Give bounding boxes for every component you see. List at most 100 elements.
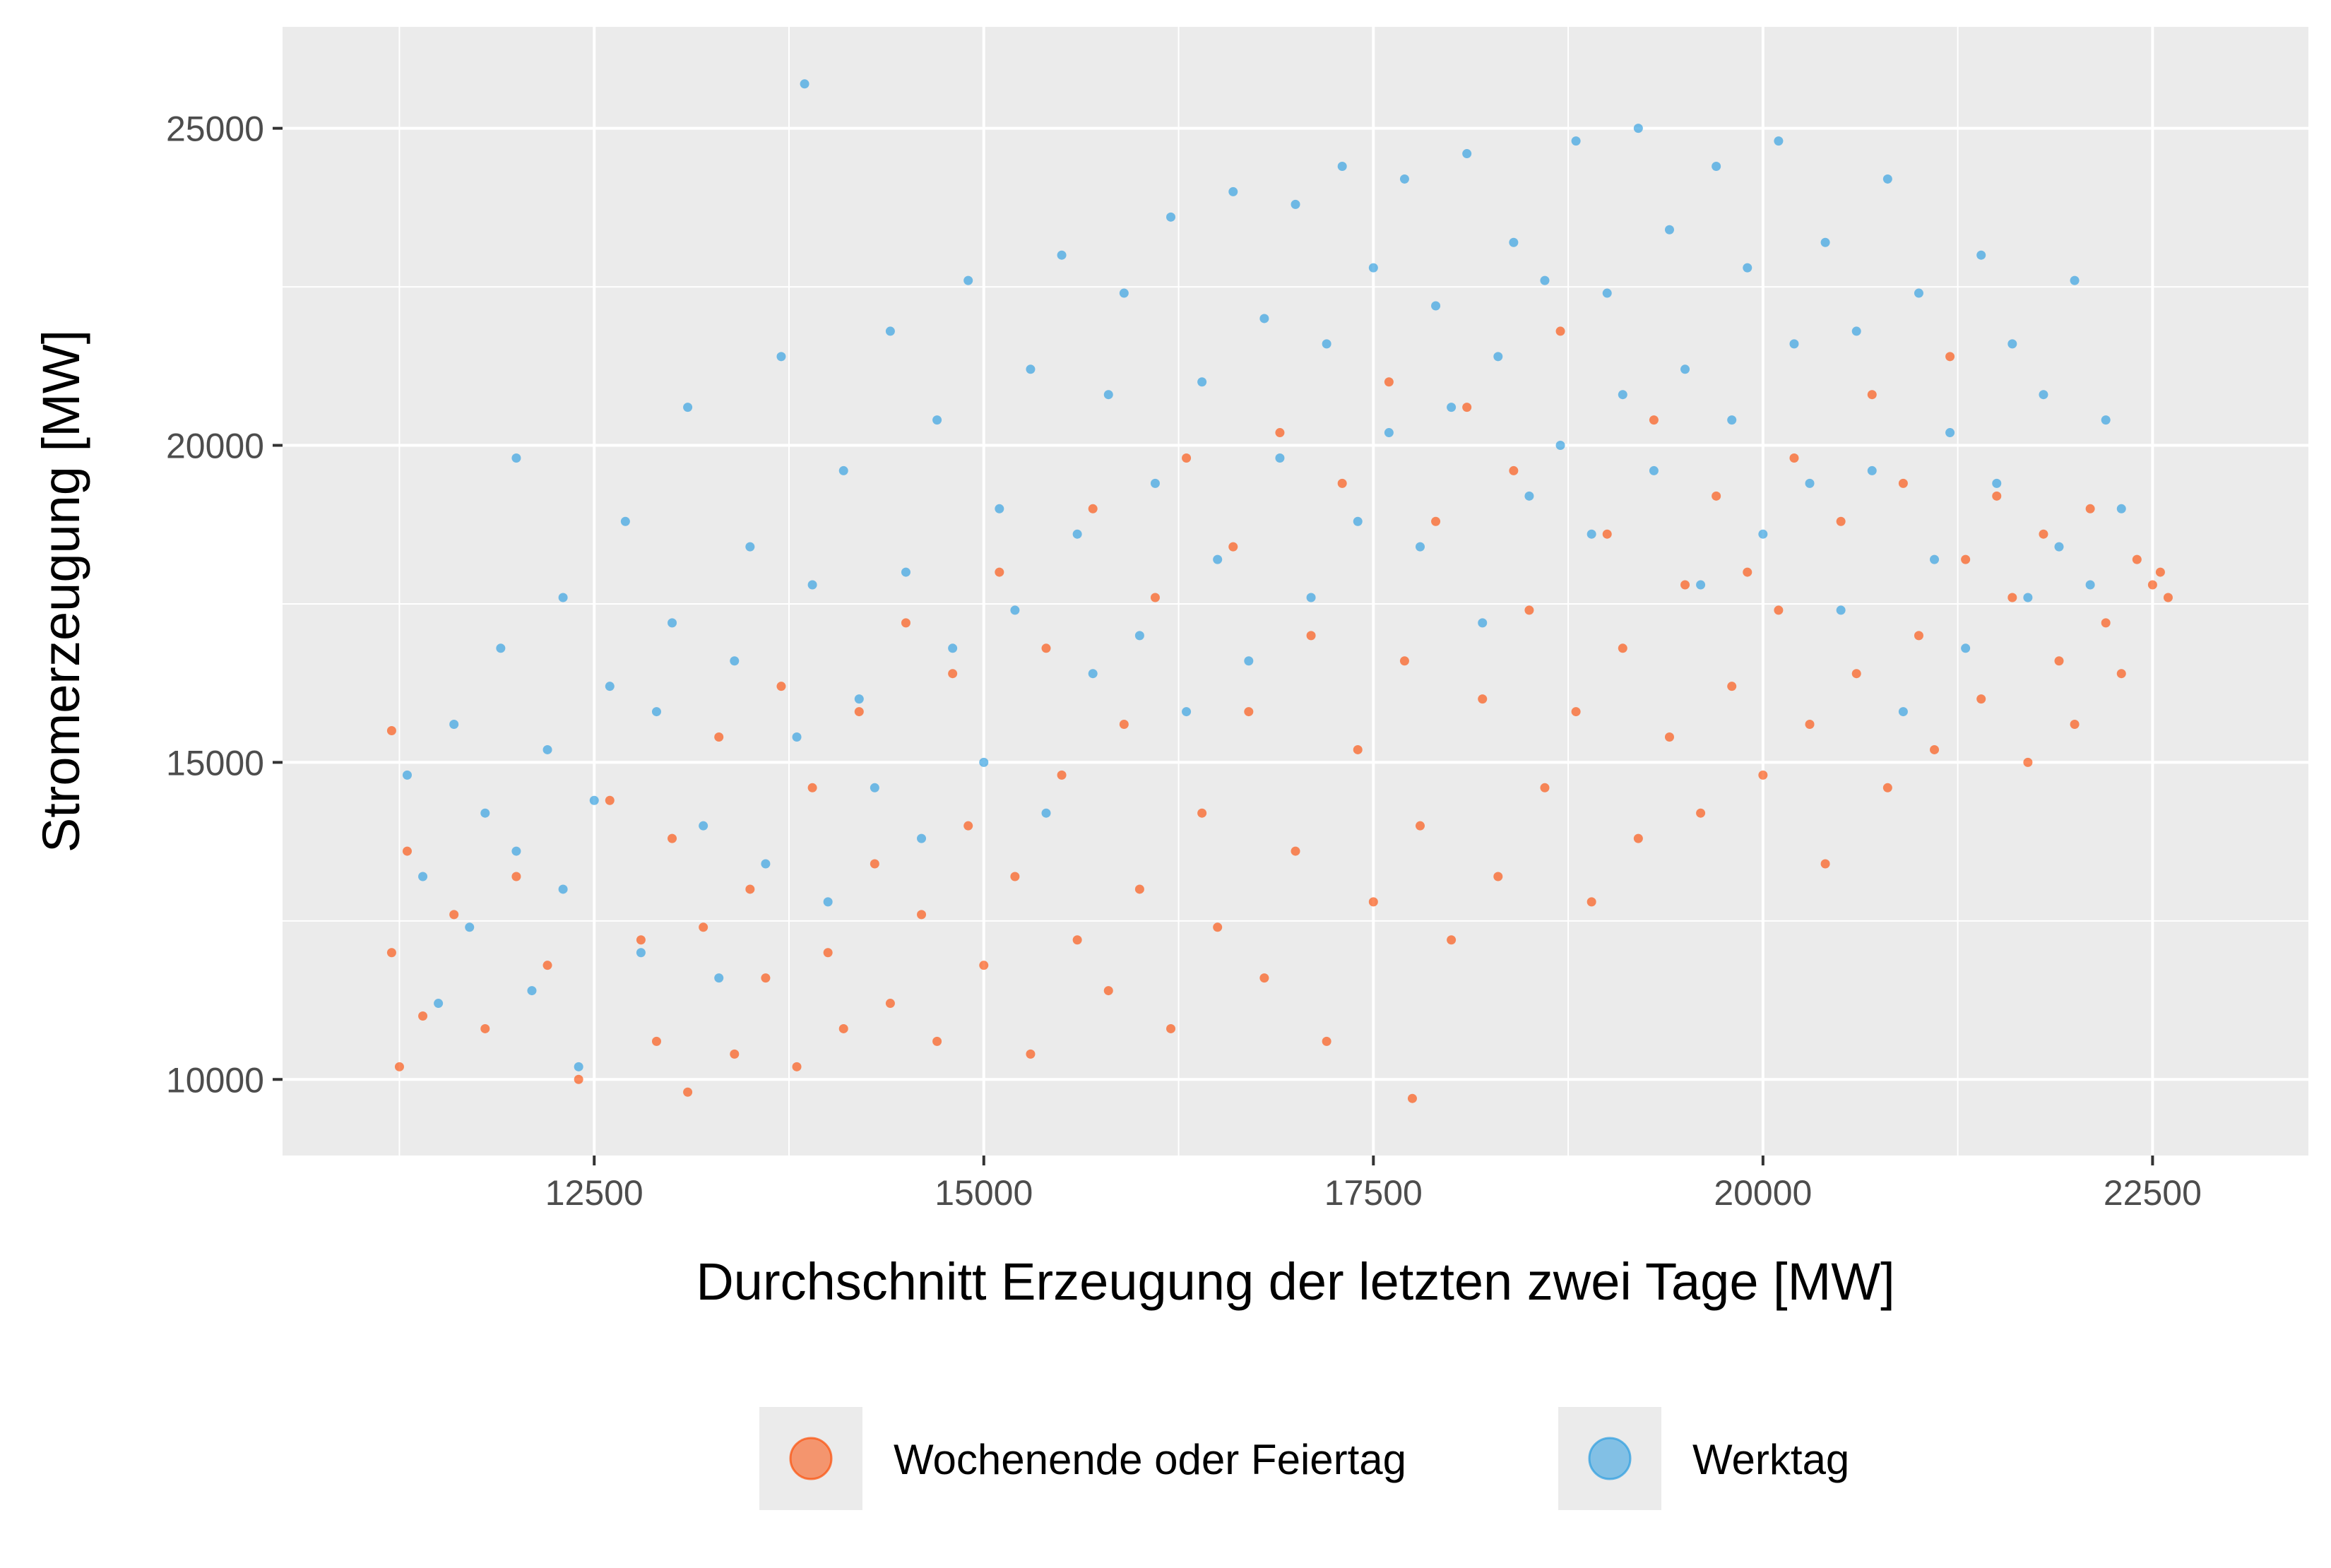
data-point-wochenende [979, 961, 989, 970]
data-point-wochenende [1244, 707, 1254, 717]
data-point-werktag [1805, 478, 1815, 488]
data-point-wochenende [1213, 922, 1223, 932]
data-point-werktag [1166, 212, 1176, 222]
data-point-wochenende [1743, 567, 1752, 577]
data-point-wochenende [651, 1036, 661, 1046]
data-point-werktag [620, 516, 630, 526]
minor-gridlines [283, 27, 2308, 1156]
data-point-werktag [527, 986, 537, 996]
data-point-wochenende [730, 1049, 740, 1059]
data-point-werktag [1664, 225, 1674, 234]
data-point-werktag [901, 567, 911, 577]
data-point-werktag [761, 859, 771, 869]
data-point-werktag [1914, 288, 1923, 298]
y-axis-title: Stromerzeugung [MW] [32, 330, 90, 853]
data-point-werktag [1134, 631, 1144, 641]
data-point-wochenende [1540, 783, 1550, 792]
data-point-werktag [1182, 707, 1192, 717]
data-point-werktag [1026, 364, 1036, 374]
data-point-wochenende [1462, 403, 1472, 412]
data-point-wochenende [1119, 720, 1129, 730]
data-point-werktag [1976, 250, 1986, 260]
data-point-wochenende [776, 682, 786, 691]
data-point-wochenende [1758, 770, 1768, 780]
data-point-wochenende [1586, 897, 1596, 907]
data-point-werktag [1041, 808, 1051, 818]
data-point-wochenende [1727, 682, 1737, 691]
data-point-werktag [714, 973, 724, 983]
data-point-wochenende [1805, 720, 1815, 730]
data-point-wochenende [1851, 669, 1861, 679]
data-point-werktag [1930, 554, 1940, 564]
data-point-wochenende [1072, 935, 1082, 945]
data-point-wochenende [1820, 859, 1830, 869]
data-point-wochenende [394, 1062, 404, 1071]
data-point-werktag [1447, 403, 1457, 412]
data-point-wochenende [683, 1087, 693, 1097]
data-point-werktag [963, 275, 973, 285]
data-point-wochenende [2163, 593, 2173, 602]
data-point-werktag [1197, 377, 1207, 387]
data-point-wochenende [2070, 720, 2080, 730]
data-point-werktag [1322, 339, 1331, 349]
data-point-wochenende [386, 948, 396, 958]
data-point-wochenende [1930, 744, 1940, 754]
data-point-wochenende [2054, 656, 2064, 666]
data-point-werktag [1431, 301, 1441, 311]
data-point-wochenende [1555, 326, 1565, 336]
data-point-wochenende [449, 910, 459, 920]
data-point-wochenende [1602, 529, 1612, 539]
y-tick-label: 10000 [166, 1060, 264, 1100]
data-point-werktag [2116, 504, 2126, 513]
data-point-werktag [2054, 542, 2064, 552]
data-point-wochenende [2007, 593, 2017, 602]
data-point-werktag [870, 783, 879, 792]
data-point-werktag [1493, 352, 1503, 362]
data-point-werktag [1291, 199, 1300, 209]
data-point-wochenende [511, 872, 521, 881]
data-point-werktag [1945, 428, 1955, 438]
x-tick-label: 12500 [545, 1173, 643, 1213]
data-point-werktag [480, 808, 490, 818]
data-point-wochenende [2039, 529, 2048, 539]
data-point-werktag [1353, 516, 1363, 526]
data-point-wochenende [1415, 821, 1425, 831]
data-point-werktag [589, 795, 599, 805]
data-point-wochenende [761, 973, 771, 983]
data-point-werktag [558, 593, 568, 602]
data-point-wochenende [1712, 491, 1721, 501]
data-point-werktag [776, 352, 786, 362]
data-point-wochenende [1898, 478, 1908, 488]
data-point-wochenende [2155, 567, 2165, 577]
x-tick-label: 15000 [935, 1173, 1033, 1213]
data-point-wochenende [1431, 516, 1441, 526]
data-point-wochenende [480, 1023, 490, 1033]
data-point-werktag [1384, 428, 1394, 438]
data-point-werktag [823, 897, 833, 907]
data-point-wochenende [885, 999, 895, 1009]
y-axis: 10000 15000 20000 25000 [166, 109, 283, 1100]
data-point-werktag [1882, 174, 1892, 184]
data-point-wochenende [1867, 390, 1877, 400]
legend-label-werktag: Werktag [1692, 1436, 1849, 1483]
data-point-werktag [542, 744, 552, 754]
data-point-werktag [1368, 263, 1378, 273]
data-point-werktag [1633, 124, 1643, 133]
data-point-wochenende [838, 1023, 848, 1033]
legend-marker-werktag [1588, 1437, 1632, 1480]
data-point-werktag [1836, 605, 1846, 615]
data-point-wochenende [1337, 478, 1347, 488]
data-point-werktag [1898, 707, 1908, 717]
data-point-werktag [2023, 593, 2033, 602]
y-tick-label: 15000 [166, 743, 264, 783]
data-point-wochenende [1882, 783, 1892, 792]
data-point-wochenende [1992, 491, 2002, 501]
data-point-wochenende [1633, 833, 1643, 843]
data-point-wochenende [636, 935, 646, 945]
data-point-werktag [636, 948, 646, 958]
data-point-wochenende [2147, 580, 2157, 590]
data-point-werktag [511, 846, 521, 856]
data-point-wochenende [2023, 757, 2033, 767]
data-point-werktag [745, 542, 755, 552]
data-point-werktag [1509, 237, 1519, 247]
